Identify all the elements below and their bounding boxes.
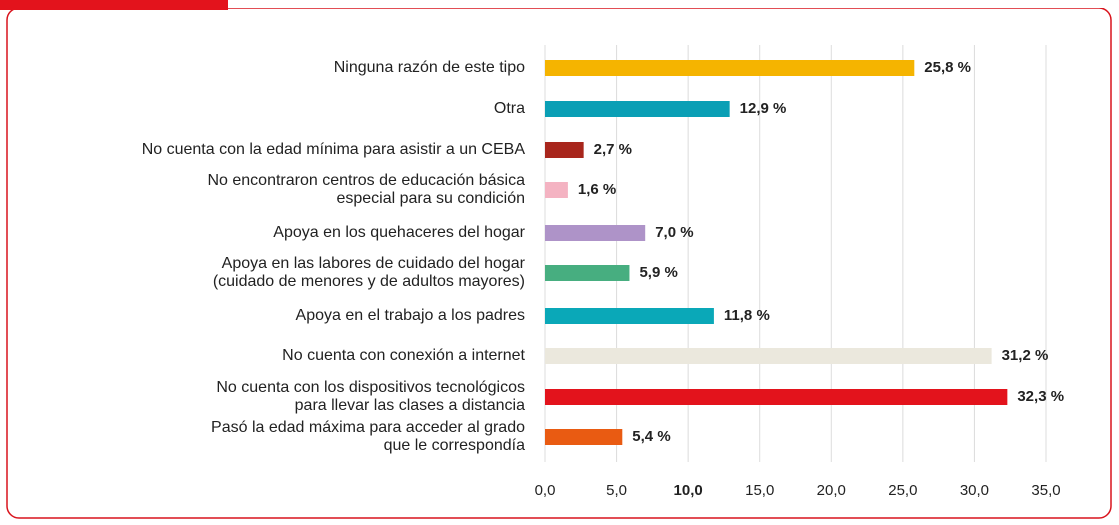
bar xyxy=(545,182,568,198)
bar xyxy=(545,101,730,117)
bar xyxy=(545,429,623,445)
value-label: 5,4 % xyxy=(632,428,670,445)
value-label: 7,0 % xyxy=(655,224,693,241)
value-label: 31,2 % xyxy=(1002,347,1049,364)
header-tab-fill xyxy=(0,0,228,10)
bar xyxy=(545,308,714,324)
category-label: No cuenta con la edad mínima para asisti… xyxy=(142,141,526,158)
value-label: 25,8 % xyxy=(924,59,971,76)
category-label: No encontraron centros de educación bási… xyxy=(207,172,525,207)
value-label: 12,9 % xyxy=(740,100,787,117)
bar xyxy=(545,348,992,364)
value-label: 2,7 % xyxy=(594,141,632,158)
x-tick-label: 0,0 xyxy=(535,482,556,499)
value-label: 11,8 % xyxy=(724,307,770,324)
bar xyxy=(545,60,915,76)
category-label: Apoya en los quehaceres del hogar xyxy=(273,224,525,241)
x-tick-label: 20,0 xyxy=(817,482,846,499)
x-tick-label: 15,0 xyxy=(745,482,774,499)
category-label: Apoya en las labores de cuidado del hoga… xyxy=(213,255,526,290)
category-label: Pasó la edad máxima para acceder al grad… xyxy=(211,419,525,454)
x-tick-label: 5,0 xyxy=(606,482,627,499)
top-mask xyxy=(0,0,1119,8)
bar xyxy=(545,265,630,281)
value-label: 1,6 % xyxy=(578,181,616,198)
x-tick-label: 30,0 xyxy=(960,482,989,499)
category-label: Ninguna razón de este tipo xyxy=(334,59,525,76)
category-label: No cuenta con conexión a internet xyxy=(282,347,525,364)
value-label: 32,3 % xyxy=(1017,388,1064,405)
x-tick-label: 25,0 xyxy=(888,482,917,499)
value-label: 5,9 % xyxy=(639,264,677,281)
bar xyxy=(545,142,584,158)
category-label: Otra xyxy=(494,100,525,117)
x-tick-label: 10,0 xyxy=(674,482,703,499)
bar xyxy=(545,389,1008,405)
bar xyxy=(545,225,646,241)
x-tick-label: 35,0 xyxy=(1031,482,1060,499)
category-label: No cuenta con los dispositivos tecnológi… xyxy=(216,379,525,414)
category-label: Apoya en el trabajo a los padres xyxy=(296,307,525,324)
